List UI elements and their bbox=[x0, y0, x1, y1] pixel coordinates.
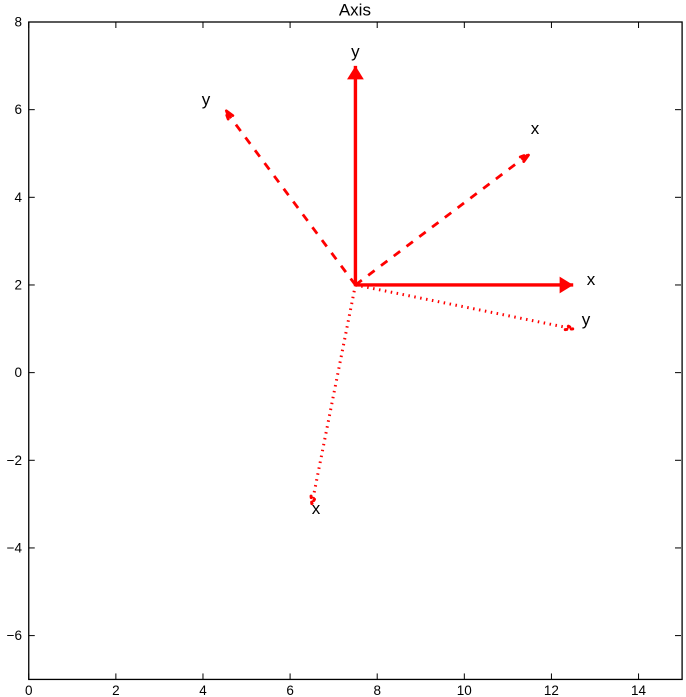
svg-text:6: 6 bbox=[14, 102, 22, 117]
svg-text:Axis: Axis bbox=[339, 1, 371, 20]
svg-text:8: 8 bbox=[14, 15, 22, 30]
svg-text:y: y bbox=[202, 90, 211, 109]
svg-text:−6: −6 bbox=[7, 628, 22, 643]
svg-text:10: 10 bbox=[457, 683, 472, 697]
svg-text:−2: −2 bbox=[7, 453, 22, 468]
svg-text:8: 8 bbox=[373, 683, 381, 697]
svg-text:2: 2 bbox=[14, 277, 22, 292]
svg-text:−4: −4 bbox=[7, 540, 23, 555]
svg-text:0: 0 bbox=[14, 365, 22, 380]
svg-text:0: 0 bbox=[25, 683, 33, 697]
svg-text:x: x bbox=[531, 119, 540, 138]
svg-text:14: 14 bbox=[631, 683, 647, 697]
svg-text:2: 2 bbox=[112, 683, 120, 697]
svg-text:y: y bbox=[351, 42, 360, 61]
svg-text:4: 4 bbox=[14, 190, 22, 205]
svg-text:x: x bbox=[587, 270, 596, 289]
svg-text:6: 6 bbox=[286, 683, 294, 697]
svg-text:4: 4 bbox=[199, 683, 207, 697]
svg-text:12: 12 bbox=[544, 683, 559, 697]
svg-text:x: x bbox=[312, 499, 321, 518]
svg-text:y: y bbox=[582, 310, 591, 329]
